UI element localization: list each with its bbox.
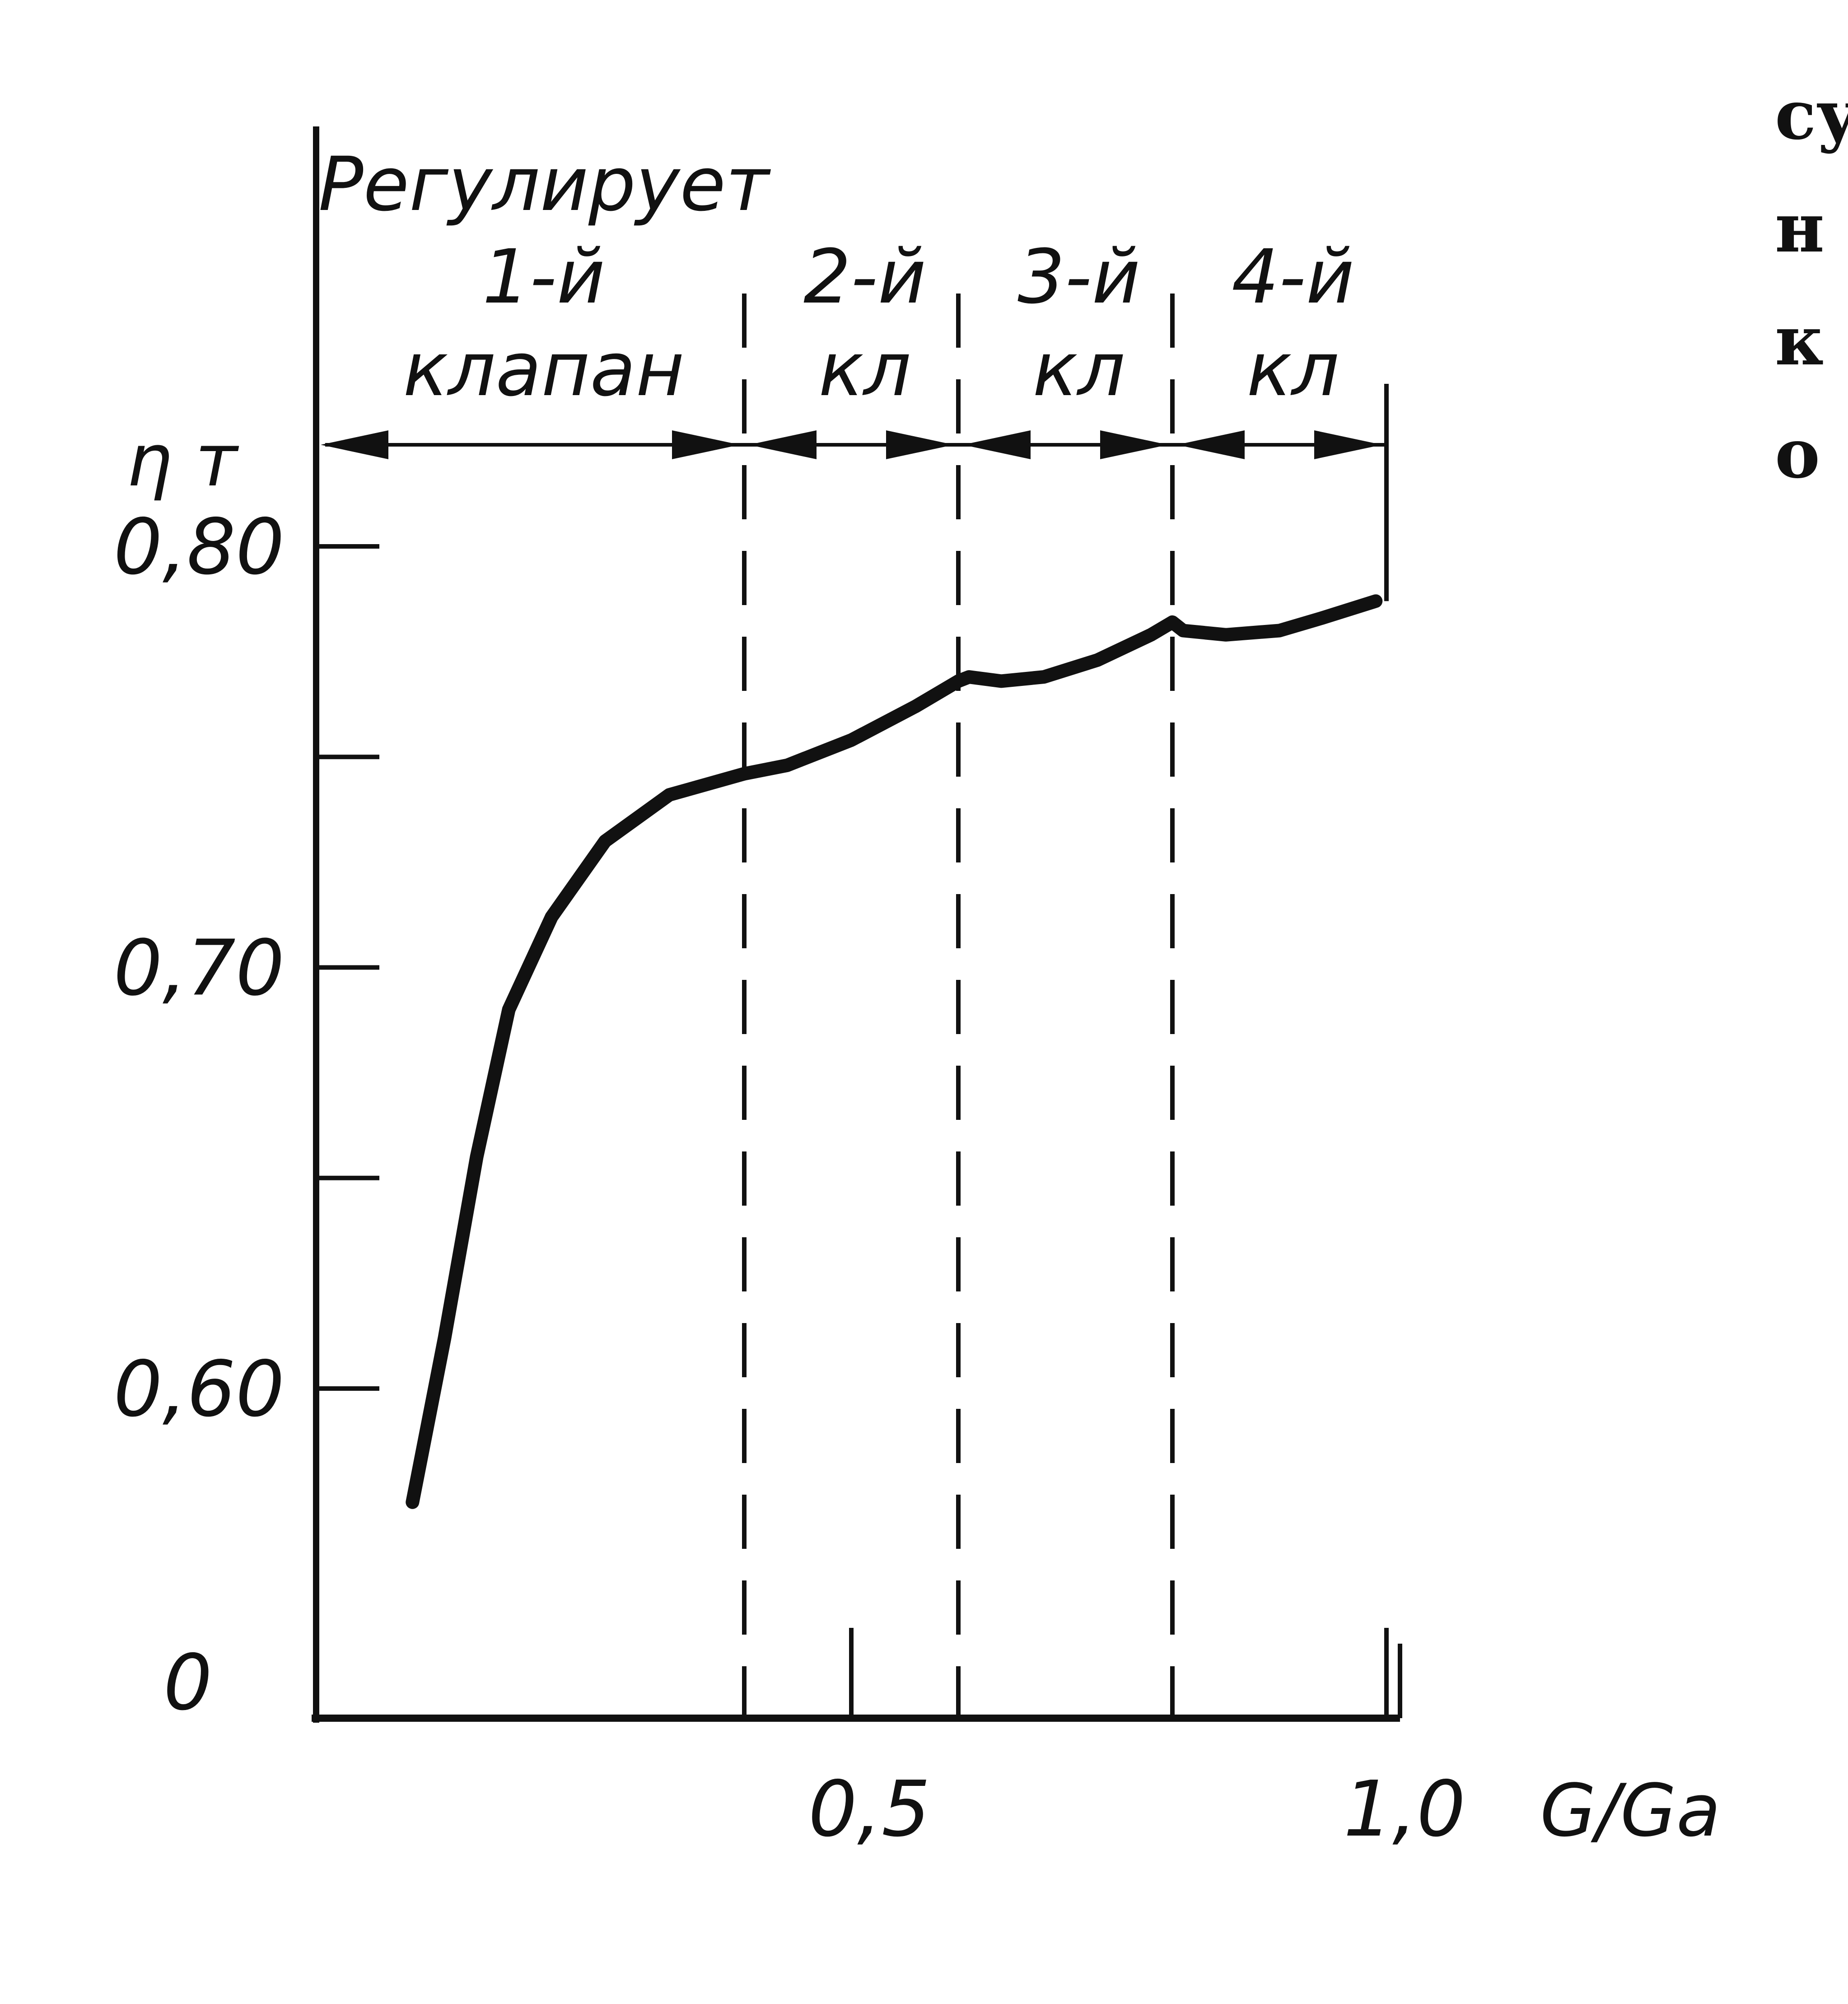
y-axis-title: η т xyxy=(126,418,239,503)
region-arrow-right-0 xyxy=(672,430,740,459)
side-text-4: о xyxy=(1775,414,1820,494)
region-label-1-0: 2-й xyxy=(803,233,926,320)
ticks xyxy=(316,544,1389,1718)
side-text-2: н xyxy=(1775,188,1825,268)
region-label-2-0: 3-й xyxy=(1017,233,1140,320)
series-layer xyxy=(406,594,1383,1509)
x-axis-title: G/Ga xyxy=(1540,1768,1721,1853)
side-text-1: су xyxy=(1775,75,1848,155)
region-label-0-0: Регулирует xyxy=(318,141,771,228)
efficiency-curve xyxy=(406,594,1383,1509)
region-label-3-1: кл xyxy=(1246,326,1339,413)
region-label-3-0: 4-й xyxy=(1232,233,1354,320)
region-label-0-2: клапан xyxy=(403,326,684,413)
region-arrow-right-2 xyxy=(1100,430,1168,459)
region-arrow-left-2 xyxy=(963,430,1031,459)
axes xyxy=(312,126,1400,1723)
region-arrow-left-0 xyxy=(321,430,388,459)
region-arrows xyxy=(321,430,1386,459)
side-text-3: к xyxy=(1775,301,1824,381)
x-tick-label-0: 0,5 xyxy=(808,1765,930,1854)
y-origin-label: 0 xyxy=(163,1638,212,1728)
y-tick-label-2: 0,70 xyxy=(113,924,285,1013)
region-arrow-right-3 xyxy=(1314,430,1382,459)
x-tick-label-1: 1,0 xyxy=(1344,1765,1465,1854)
region-arrow-left-3 xyxy=(1177,430,1245,459)
valve-boundaries xyxy=(742,294,1402,1718)
region-label-1-1: кл xyxy=(818,326,911,413)
region-arrow-right-1 xyxy=(886,430,954,459)
region-arrow-left-1 xyxy=(749,430,817,459)
y-tick-label-0: 0,60 xyxy=(113,1345,285,1434)
region-label-0-1: 1-й xyxy=(482,233,605,320)
y-tick-label-4: 0,80 xyxy=(113,503,285,592)
region-label-2-1: кл xyxy=(1032,326,1125,413)
